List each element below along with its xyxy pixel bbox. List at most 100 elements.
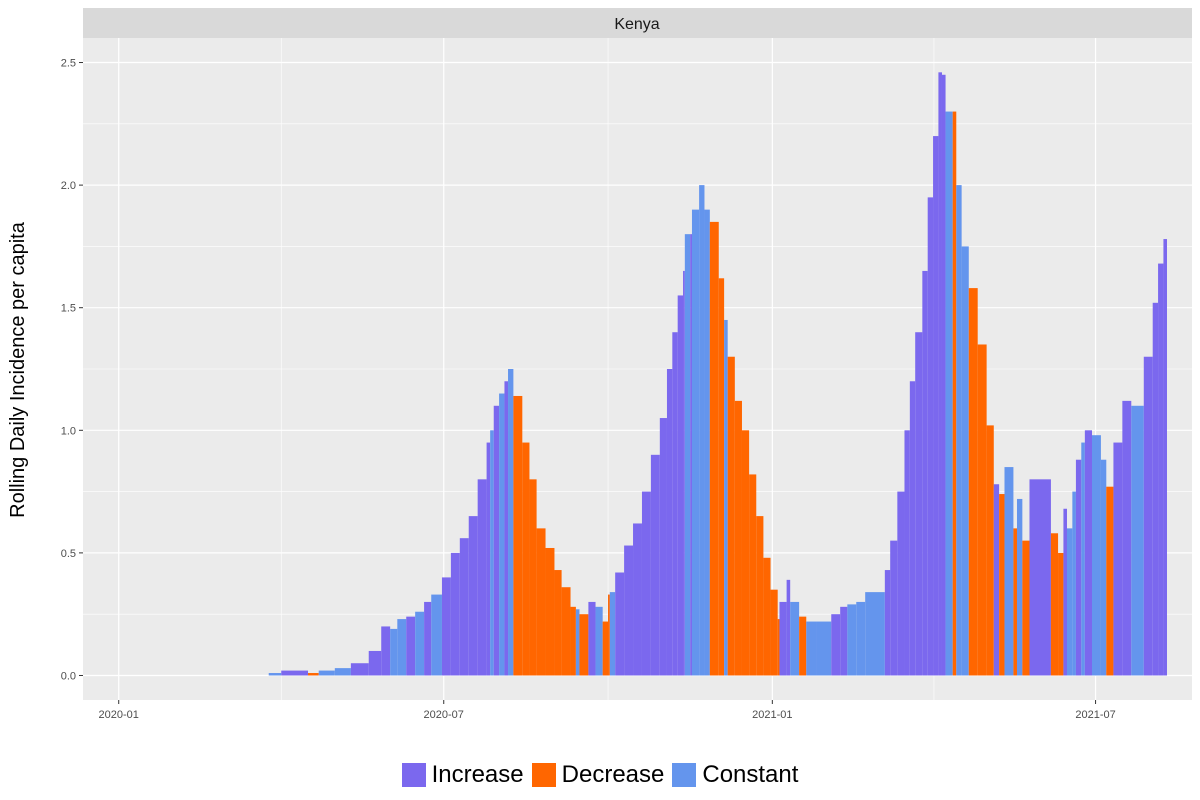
bar-increase: [779, 601, 787, 676]
x-tick-label: 2020-07: [424, 709, 464, 721]
bar-decrease: [570, 606, 576, 676]
bar-increase: [468, 516, 478, 676]
bar-constant: [961, 246, 969, 676]
bar-increase: [1163, 239, 1167, 676]
bar-increase: [672, 332, 678, 676]
bar-increase: [659, 418, 667, 676]
x-tick-label: 2021-01: [752, 709, 792, 721]
bar-increase: [938, 72, 942, 676]
bar-constant: [806, 621, 817, 676]
bar-decrease: [968, 288, 978, 676]
bar-increase: [786, 579, 791, 676]
bar-constant: [499, 393, 505, 676]
bar-increase: [1084, 430, 1092, 676]
bar-increase: [933, 136, 939, 676]
y-tick-label: 1.5: [61, 303, 76, 315]
y-axis-title: Rolling Daily Incidence per capita: [7, 221, 29, 518]
bar-constant: [699, 185, 705, 676]
x-tick-label: 2021-07: [1075, 709, 1115, 721]
bar-increase: [350, 663, 369, 676]
bar-constant: [856, 601, 866, 676]
bar-increase: [1063, 508, 1067, 676]
bar-increase: [993, 484, 1000, 676]
bar-decrease: [777, 619, 780, 676]
bar-increase: [904, 430, 910, 676]
y-tick-label: 2.0: [61, 180, 76, 192]
bar-increase: [486, 442, 491, 676]
bar-increase: [624, 545, 634, 676]
bar-increase: [441, 577, 451, 676]
bar-decrease: [1050, 533, 1059, 676]
legend-label-constant: Constant: [702, 761, 799, 788]
x-tick-label: 2020-01: [99, 709, 139, 721]
bar-increase: [1113, 442, 1123, 676]
bar-increase: [831, 614, 841, 676]
bar-constant: [575, 609, 580, 676]
bar-decrease: [770, 589, 778, 676]
y-tick-label: 0.0: [61, 670, 76, 682]
bar-decrease: [734, 400, 742, 676]
bar-constant: [595, 606, 603, 676]
bar-increase: [493, 405, 500, 676]
bar-increase: [459, 538, 469, 676]
legend-item-decrease: Decrease: [531, 761, 664, 789]
bar-constant: [431, 594, 442, 676]
bar-increase: [690, 234, 692, 676]
bar-decrease: [579, 614, 589, 676]
bar-increase: [477, 479, 487, 676]
bar-increase: [424, 601, 432, 676]
bar-decrease: [986, 425, 994, 676]
facet-title: Kenya: [614, 16, 659, 33]
bar-increase: [1158, 263, 1164, 676]
bar-constant: [508, 369, 514, 676]
bar-decrease: [608, 594, 610, 676]
y-tick-label: 2.5: [61, 58, 76, 70]
bar-constant: [490, 430, 494, 676]
bar-decrease: [513, 395, 523, 676]
bar-decrease: [1022, 540, 1030, 676]
bar-decrease: [977, 344, 987, 676]
bar-decrease: [529, 479, 537, 676]
bar-increase: [840, 606, 848, 676]
bar-increase: [915, 332, 923, 676]
bar-increase: [615, 572, 625, 676]
bar-constant: [847, 604, 857, 676]
bar-decrease: [952, 111, 957, 676]
bar-increase: [368, 650, 382, 676]
legend-item-constant: Constant: [672, 761, 798, 789]
bar-constant: [1091, 435, 1101, 676]
bar-constant: [1081, 442, 1085, 676]
y-tick-label: 0.5: [61, 548, 76, 560]
bar-increase: [941, 74, 946, 676]
bars: [268, 72, 1167, 676]
bar-increase: [650, 454, 660, 676]
bar-constant: [945, 111, 953, 676]
bar-increase: [281, 670, 309, 676]
bar-increase: [1122, 400, 1132, 676]
bar-constant: [390, 628, 398, 676]
bar-decrease: [727, 356, 735, 676]
bar-increase: [381, 626, 391, 676]
bar-decrease: [709, 221, 719, 676]
bar-increase: [406, 616, 416, 676]
bar-decrease: [545, 547, 555, 676]
bar-constant: [397, 619, 407, 676]
bar-decrease: [602, 621, 609, 676]
bar-decrease: [749, 474, 757, 676]
axes: 0.0 0.5 1.0 1.5 2.0 2.5 2020-01 2020-07 2021-01 2…: [61, 58, 1116, 721]
bar-constant: [1016, 498, 1023, 676]
legend: Increase Decrease Constant: [0, 755, 1200, 795]
y-tick-label: 1.0: [61, 425, 76, 437]
legend-key-increase: [401, 763, 426, 787]
bar-increase: [677, 295, 684, 676]
bar-increase: [450, 552, 460, 676]
bar-constant: [318, 670, 335, 676]
bar-constant: [865, 592, 885, 676]
bar-decrease: [1106, 486, 1114, 676]
bar-increase: [922, 270, 928, 676]
facet-strip: [83, 8, 1192, 38]
bar-constant: [415, 611, 425, 676]
bar-constant: [724, 319, 728, 676]
bar-increase: [504, 381, 509, 676]
